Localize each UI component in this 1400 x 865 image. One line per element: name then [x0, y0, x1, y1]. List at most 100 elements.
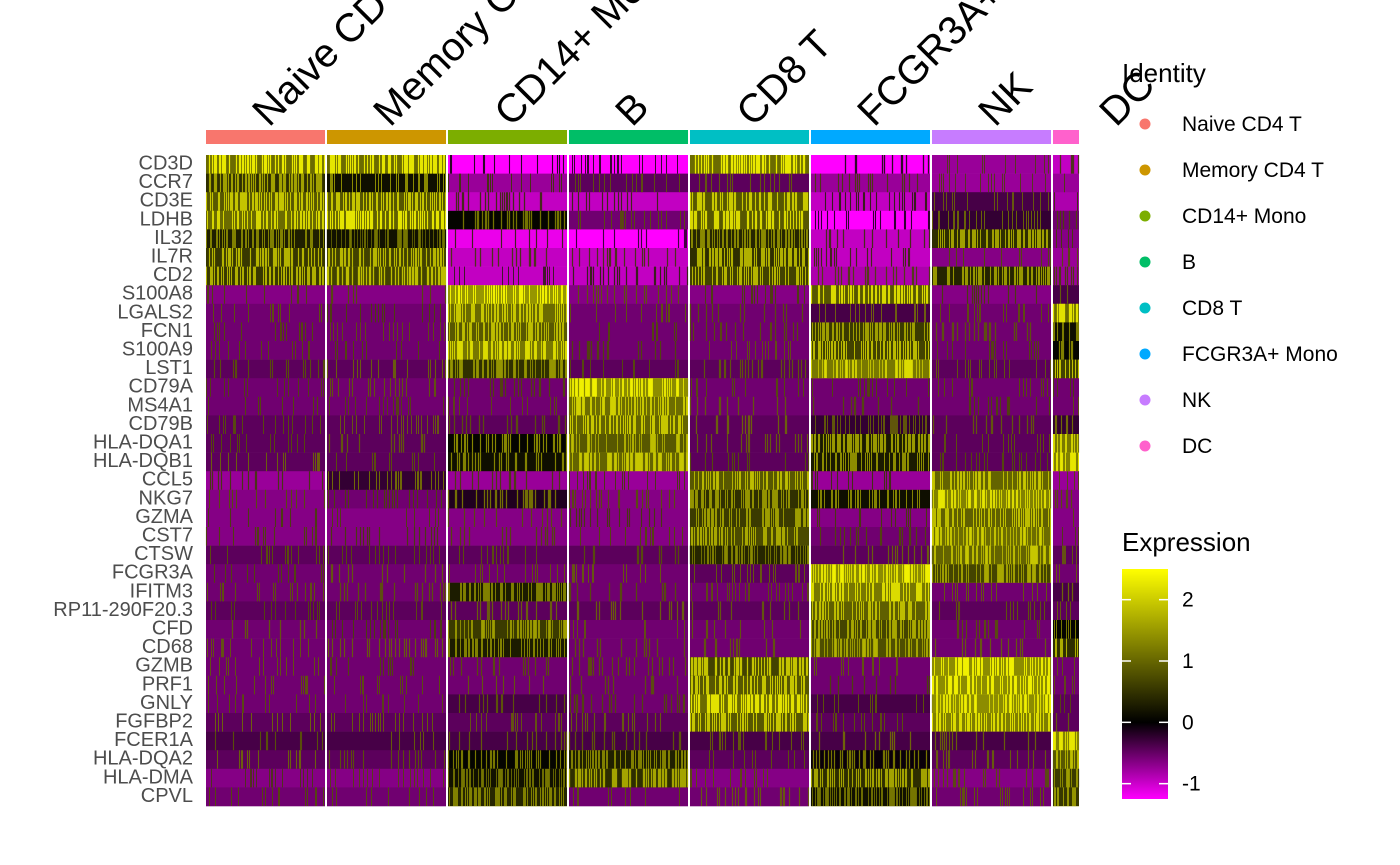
- heatmap-cell-HLA-DQB1-Memory-CD4-T: [327, 452, 446, 472]
- heatmap-cell-CCL5-FCGR3A-Mono: [811, 471, 930, 491]
- heatmap-cell-CCL5-Naive-CD4-T: [206, 471, 325, 491]
- heatmap-cell-CFD-Naive-CD4-T: [206, 620, 325, 639]
- identity-key-label: NK: [1182, 389, 1211, 412]
- gene-label-cd2: CD2: [153, 264, 193, 286]
- gene-label-fgfbp2: FGFBP2: [115, 711, 193, 733]
- heatmap-cell-FGFBP2-NK: [932, 713, 1051, 732]
- colorbar-tick-label: -1: [1182, 773, 1201, 796]
- cluster-bar-naive-cd4-t: [206, 130, 325, 144]
- heatmap-cell-LST1-NK: [932, 359, 1051, 379]
- heatmap-cell-GNLY-Memory-CD4-T: [327, 694, 446, 714]
- gene-label-ms4a1: MS4A1: [127, 394, 193, 416]
- heatmap-cell-HLA-DQA2-CD8-T: [690, 750, 809, 770]
- gene-label-cd3e: CD3E: [140, 190, 193, 212]
- heatmap-cell-GZMA-Memory-CD4-T: [327, 508, 446, 528]
- gene-label-hla-dqb1: HLA-DQB1: [93, 450, 193, 472]
- heatmap-cell-CPVL-Memory-CD4-T: [327, 787, 446, 807]
- heatmap-cell-FGFBP2-DC: [1053, 713, 1079, 732]
- heatmap-cell-CTSW-B: [569, 545, 688, 565]
- heatmap-cell-PRF1-CD14-Mono: [448, 675, 567, 695]
- heatmap-cell-CD68-CD8-T: [690, 638, 809, 658]
- expression-colorbar: [1122, 569, 1168, 799]
- heatmap-cell-CD79A-CD14-Mono: [448, 378, 567, 398]
- heatmap-cell-CD79A-NK: [932, 378, 1051, 398]
- gene-label-cpvl: CPVL: [141, 785, 193, 807]
- heatmap-cell-CPVL-B: [569, 787, 688, 807]
- heatmap-cell-CD68-Memory-CD4-T: [327, 638, 446, 658]
- gene-label-ifitm3: IFITM3: [130, 580, 193, 602]
- identity-key-label: B: [1182, 251, 1196, 274]
- cluster-label-nk: NK: [970, 64, 1041, 135]
- heatmap-cell-HLA-DQA2-CD14-Mono: [448, 750, 567, 770]
- heatmap-cell-CFD-Memory-CD4-T: [327, 620, 446, 639]
- identity-key-label: CD8 T: [1182, 297, 1242, 320]
- heatmap-cell-HLA-DMA-NK: [932, 768, 1051, 788]
- heatmap-cell-FCN1-B: [569, 322, 688, 342]
- gene-label-s100a9: S100A9: [122, 339, 193, 361]
- heatmap-cell-IFITM3-DC: [1053, 582, 1079, 602]
- heatmap-cell-RP11-290F20.3-B: [569, 601, 688, 621]
- heatmap-cell-HLA-DQA1-NK: [932, 434, 1051, 453]
- identity-key-dot: [1139, 394, 1151, 406]
- heatmap-cell-CPVL-NK: [932, 787, 1051, 807]
- cluster-bar-nk: [932, 130, 1051, 144]
- heatmap-cell-GZMB-Naive-CD4-T: [206, 657, 325, 677]
- gene-label-cd3d: CD3D: [139, 153, 193, 175]
- heatmap-cell-CCR7-Memory-CD4-T: [327, 173, 446, 193]
- heatmap-cell-CTSW-Naive-CD4-T: [206, 545, 325, 565]
- heatmap-cell-S100A8-Memory-CD4-T: [327, 285, 446, 305]
- expression-legend: Expression -1 0 1 2: [1122, 527, 1251, 799]
- heatmap-cell-CST7-B: [569, 527, 688, 546]
- cluster-label-b: B: [607, 84, 657, 134]
- heatmap-cell-LGALS2-CD8-T: [690, 303, 809, 323]
- heatmap-cell-CD2-CD14-Mono: [448, 266, 567, 286]
- heatmap-cell-CTSW-FCGR3A-Mono: [811, 545, 930, 565]
- heatmap-cell-FCGR3A-B: [569, 564, 688, 584]
- heatmap-cell-FCER1A-B: [569, 731, 688, 751]
- heatmap-cell-HLA-DQB1-Naive-CD4-T: [206, 452, 325, 472]
- heatmap-cell-FCN1-CD8-T: [690, 322, 809, 342]
- gene-label-s100a8: S100A8: [122, 283, 193, 305]
- heatmap-cell-HLA-DQA1-Naive-CD4-T: [206, 434, 325, 453]
- identity-key-dot: [1139, 210, 1151, 222]
- gene-label-fcer1a: FCER1A: [114, 729, 194, 751]
- heatmap-cell-FCGR3A-CD8-T: [690, 564, 809, 584]
- heatmap-cell-HLA-DQA2-Memory-CD4-T: [327, 750, 446, 770]
- colorbar-tick-label: 0: [1182, 711, 1194, 734]
- heatmap-cell-FCGR3A-CD14-Mono: [448, 564, 567, 584]
- heatmap-cell-S100A8-DC: [1053, 285, 1079, 305]
- heatmap-cell-LDHB-CD8-T: [690, 210, 809, 230]
- heatmap-cell-HLA-DQB1-NK: [932, 452, 1051, 472]
- heatmap-cell-LGALS2-B: [569, 303, 688, 323]
- heatmap-cell-CD2-B: [569, 266, 688, 286]
- heatmap-cell-HLA-DMA-CD8-T: [690, 768, 809, 788]
- heatmap-cell-FCER1A-FCGR3A-Mono: [811, 731, 930, 751]
- heatmap-cell-FCGR3A-NK: [932, 564, 1051, 584]
- heatmap-cell-S100A9-FCGR3A-Mono: [811, 341, 930, 360]
- heatmap-cell-GZMB-CD14-Mono: [448, 657, 567, 677]
- identity-key-label: CD14+ Mono: [1182, 205, 1306, 228]
- heatmap-cell-HLA-DQA1-Memory-CD4-T: [327, 434, 446, 453]
- heatmap-cell-LGALS2-Naive-CD4-T: [206, 303, 325, 323]
- heatmap-cell-GNLY-B: [569, 694, 688, 714]
- heatmap-cell-FGFBP2-FCGR3A-Mono: [811, 713, 930, 732]
- heatmap-cell-GZMA-DC: [1053, 508, 1079, 528]
- identity-key-label: Memory CD4 T: [1182, 159, 1324, 182]
- identity-key-label: DC: [1182, 435, 1212, 458]
- heatmap-cell-FGFBP2-Memory-CD4-T: [327, 713, 446, 732]
- gene-label-hla-dqa2: HLA-DQA2: [93, 748, 193, 770]
- heatmap-cell-GZMA-B: [569, 508, 688, 528]
- heatmap-cell-LST1-FCGR3A-Mono: [811, 359, 930, 379]
- heatmap-cell-CD2-FCGR3A-Mono: [811, 266, 930, 286]
- heatmap-cell-FCN1-NK: [932, 322, 1051, 342]
- heatmap-cell-HLA-DQB1-B: [569, 452, 688, 472]
- heatmap-cell-S100A9-Memory-CD4-T: [327, 341, 446, 360]
- heatmap-cell-MS4A1-FCGR3A-Mono: [811, 396, 930, 416]
- heatmap-cell-CCR7-B: [569, 173, 688, 193]
- heatmap-cell-FCN1-Naive-CD4-T: [206, 322, 325, 342]
- gene-label-gzmb: GZMB: [135, 655, 193, 677]
- heatmap-cell-FCER1A-Naive-CD4-T: [206, 731, 325, 751]
- cluster-label-naive-cd4-t: Naive CD: [244, 0, 396, 134]
- gene-label-cd79a: CD79A: [129, 376, 194, 398]
- cluster-label-cd8-t: CD8 T: [728, 22, 840, 134]
